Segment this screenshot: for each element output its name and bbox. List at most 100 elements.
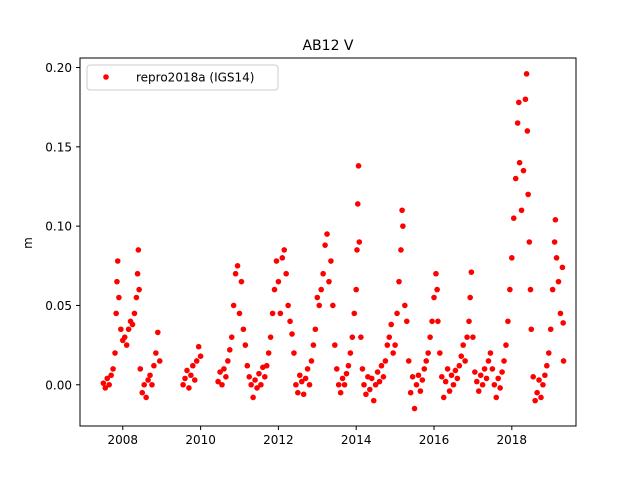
data-point — [190, 362, 196, 369]
data-point — [182, 375, 188, 382]
data-point — [423, 358, 430, 364]
data-point — [335, 381, 342, 388]
data-point — [330, 302, 336, 309]
data-point — [419, 377, 426, 383]
data-point — [271, 286, 278, 293]
data-point — [135, 247, 142, 253]
legend: repro2018a (IGS14) — [86, 64, 279, 91]
data-point — [530, 374, 537, 380]
data-point — [499, 369, 505, 375]
data-point — [417, 388, 424, 394]
legend-label: repro2018a (IGS14) — [136, 71, 254, 85]
data-point — [265, 350, 272, 356]
plot-frame — [79, 57, 577, 427]
data-point — [526, 239, 533, 245]
data-point — [446, 388, 453, 394]
data-point — [413, 381, 420, 388]
data-point — [527, 286, 534, 293]
data-point — [197, 353, 204, 360]
data-point — [314, 294, 321, 301]
data-point — [536, 377, 542, 383]
x-tick-label: 2010 — [185, 433, 216, 447]
data-point — [285, 302, 291, 309]
y-tick-label: 0.00 — [45, 378, 72, 392]
data-point — [467, 294, 473, 301]
data-point — [355, 163, 362, 169]
data-point — [155, 329, 161, 336]
data-point — [440, 394, 447, 401]
data-point — [354, 247, 360, 253]
data-point — [429, 318, 435, 325]
data-point — [332, 342, 338, 348]
data-point — [524, 128, 531, 134]
data-point — [153, 350, 159, 356]
data-point — [308, 358, 315, 364]
data-point — [559, 264, 566, 271]
data-point — [215, 378, 221, 385]
data-point — [333, 366, 340, 372]
data-point — [238, 278, 245, 285]
data-point — [514, 120, 521, 126]
data-point — [354, 201, 361, 207]
data-point — [456, 362, 463, 369]
data-point — [466, 318, 472, 325]
data-point — [501, 358, 507, 364]
data-point — [134, 270, 141, 277]
data-point — [405, 358, 412, 364]
data-point — [403, 318, 410, 325]
data-point — [483, 375, 490, 382]
data-point — [306, 381, 313, 388]
data-point — [425, 350, 431, 356]
data-point — [378, 362, 385, 369]
data-point — [431, 294, 437, 301]
data-point — [509, 255, 515, 261]
data-point — [112, 350, 118, 356]
data-point — [489, 366, 496, 372]
data-point — [339, 375, 346, 382]
data-point — [544, 362, 550, 369]
data-point — [151, 362, 157, 369]
data-point — [180, 381, 186, 388]
y-tick-label: 0.20 — [45, 61, 72, 75]
data-point — [485, 358, 492, 364]
data-point — [458, 353, 465, 360]
data-point — [450, 381, 457, 388]
data-point — [234, 262, 241, 269]
data-point — [347, 350, 354, 356]
data-point — [444, 366, 451, 372]
data-point — [549, 286, 556, 293]
data-point — [551, 239, 558, 245]
data-point — [291, 350, 297, 356]
data-point — [283, 270, 289, 277]
data-point — [505, 318, 511, 325]
data-point — [195, 343, 202, 350]
data-point — [273, 258, 280, 264]
data-point — [104, 375, 111, 382]
data-point — [267, 334, 274, 340]
data-point — [409, 374, 416, 380]
data-point — [240, 326, 247, 333]
data-point — [293, 381, 299, 388]
data-point — [228, 334, 235, 340]
x-tick-label: 2014 — [341, 433, 372, 447]
data-point — [147, 372, 153, 379]
data-point — [359, 366, 366, 372]
data-point — [320, 270, 326, 277]
data-point — [133, 294, 140, 301]
data-point — [230, 302, 237, 309]
data-point — [400, 223, 406, 229]
data-point — [223, 374, 229, 380]
data-point — [277, 310, 284, 317]
data-point — [512, 175, 519, 182]
data-point — [477, 372, 484, 379]
data-point — [351, 310, 358, 317]
data-point — [534, 389, 540, 396]
data-point — [250, 394, 256, 401]
x-tick-label: 2008 — [108, 433, 139, 447]
data-point — [555, 278, 562, 285]
data-point — [156, 358, 163, 364]
data-point — [254, 385, 260, 391]
data-point — [361, 381, 367, 388]
data-point — [552, 216, 559, 223]
data-point — [560, 358, 567, 364]
